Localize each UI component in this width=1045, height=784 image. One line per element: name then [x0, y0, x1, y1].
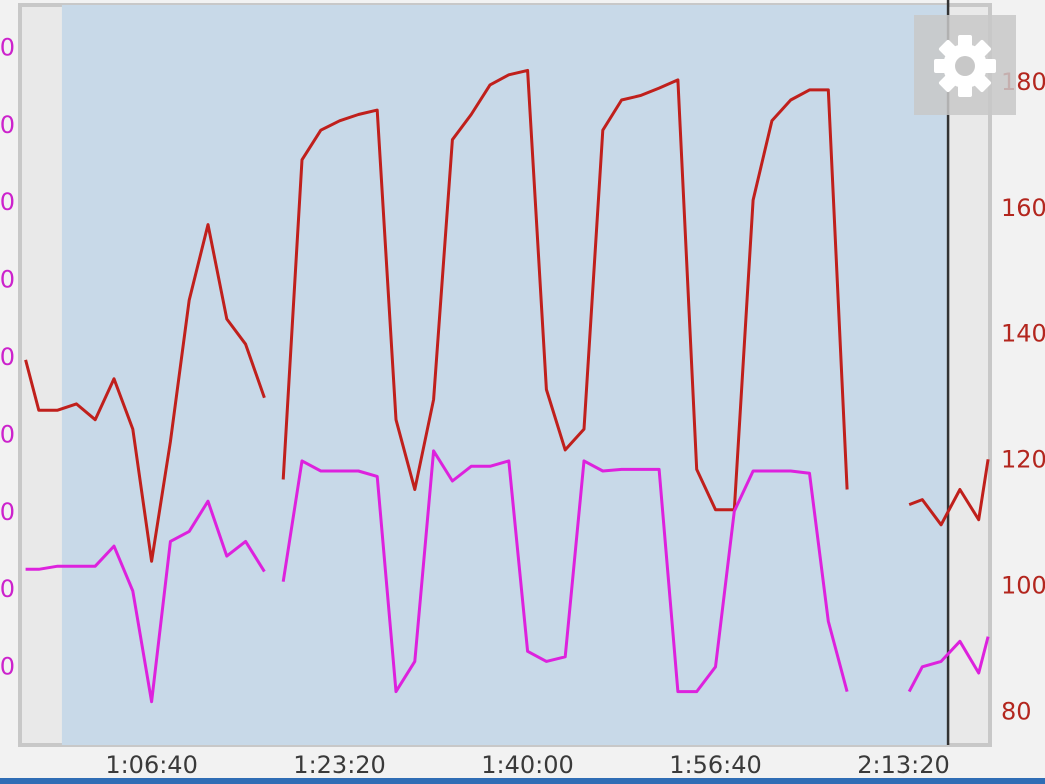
axes-layer: 1:06:40 1:23:20 1:40:00 1:56:40 2:13:20 0 0 0 0 0… — [0, 33, 1045, 779]
y2-tick-label: 160 — [1001, 194, 1045, 222]
x-tick-label: 1:06:40 — [105, 751, 198, 779]
y-tick-label: 0 — [0, 653, 15, 681]
y-tick-label: 0 — [0, 188, 15, 216]
y2-tick-label: 100 — [1001, 571, 1045, 599]
y-tick-label: 0 — [0, 111, 15, 139]
x-tick-label: 1:40:00 — [481, 751, 574, 779]
y-tick-label: 0 — [0, 33, 15, 61]
gear-icon[interactable] — [934, 35, 996, 97]
y-tick-label: 0 — [0, 343, 15, 371]
x-tick-label: 1:23:20 — [293, 751, 386, 779]
y2-tick-label: 140 — [1001, 320, 1045, 348]
highlight-layer — [61, 0, 950, 745]
settings-button[interactable] — [914, 15, 1016, 115]
lines-layer — [24, 68, 990, 704]
bottom-bar — [0, 778, 1045, 784]
series-line — [25, 449, 990, 704]
y-tick-label: 0 — [0, 420, 15, 448]
y-tick-label: 0 — [0, 575, 15, 603]
y2-tick-label: 80 — [1001, 697, 1032, 725]
y-tick-label: 0 — [0, 498, 15, 526]
x-tick-label: 1:56:40 — [669, 751, 762, 779]
series-line — [24, 68, 990, 563]
selection-range — [61, 5, 949, 745]
y-tick-label: 0 — [0, 266, 15, 294]
y2-tick-label: 120 — [1001, 446, 1045, 474]
x-tick-label: 2:13:20 — [857, 751, 950, 779]
